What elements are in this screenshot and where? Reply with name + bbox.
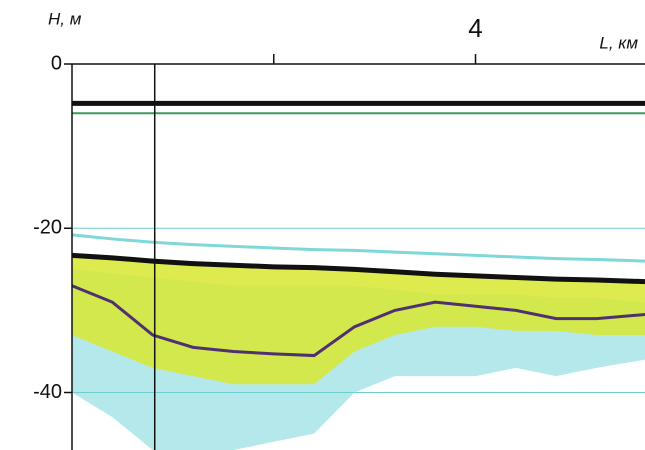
x-axis-label: L, км: [599, 33, 638, 52]
chart: H, м L, км 0 -20 -40 4: [0, 0, 645, 450]
y-tick-label: -40: [33, 381, 62, 403]
x-tick-label: 4: [468, 13, 482, 43]
y-axis-label: H, м: [48, 9, 82, 28]
y-tick-label: 0: [51, 52, 62, 74]
page: H, м L, км 0-20-404 (() => { const data …: [0, 0, 645, 450]
y-tick-label: -20: [33, 217, 62, 239]
echo-line: [72, 235, 645, 261]
